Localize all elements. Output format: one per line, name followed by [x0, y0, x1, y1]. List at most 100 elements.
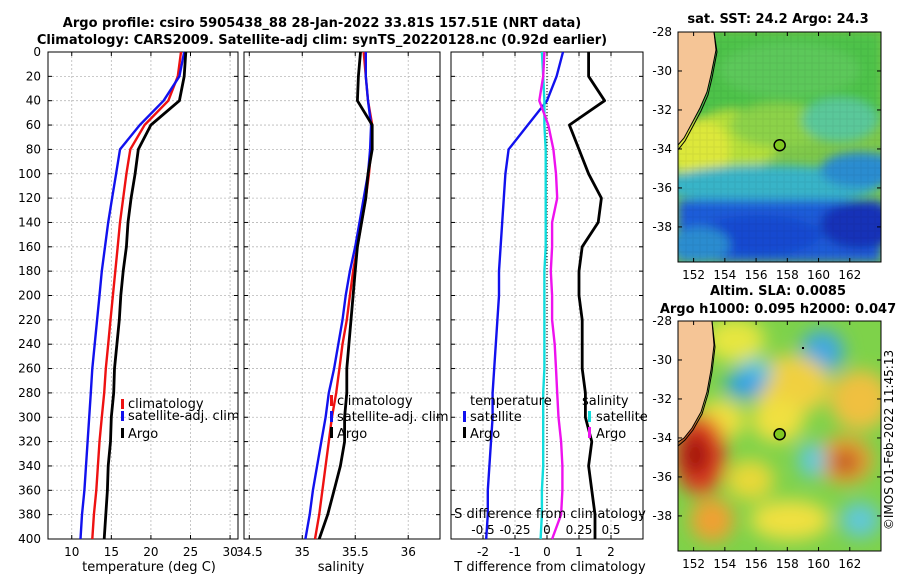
- ytick-label: 60: [26, 118, 41, 132]
- legend-satellite-label: satellite-adj. clim: [128, 409, 240, 424]
- t-difference-xlabel: T difference from climatology: [453, 560, 646, 575]
- legend-t-satellite-marker: [463, 411, 466, 422]
- xtick-label: 35.5: [342, 545, 369, 559]
- series-satellite-adj-clim: [304, 52, 373, 540]
- credit-timestamp: ©IMOS 01-Feb-2022 11:45:13: [882, 350, 896, 530]
- legend-climatology-label: climatology: [337, 394, 413, 409]
- map-ytick-label: -30: [652, 353, 672, 367]
- sla-map-title: Altim. SLA: 0.0085: [710, 284, 846, 299]
- ytick-label: 260: [18, 362, 41, 376]
- legend-argo-label: Argo: [337, 427, 367, 442]
- legend-climatology-marker: [121, 399, 124, 409]
- map-ytick-label: -38: [652, 220, 672, 234]
- map-ytick-label: -28: [652, 314, 672, 328]
- sla-map: 152 154 156 158 160 162 -28 -30 -32 -34 -36 -38: [652, 314, 882, 571]
- legend-s-argo-label: Argo: [596, 427, 626, 442]
- xtick-label: 10: [64, 545, 79, 559]
- series-satellite-adj-clim: [79, 51, 186, 540]
- map-xtick-label: 162: [838, 557, 861, 571]
- ytick-label: 100: [18, 167, 41, 181]
- legend-temperature-header: temperature: [470, 394, 552, 409]
- map-xtick-label: 152: [682, 557, 705, 571]
- ytick-label: 360: [18, 483, 41, 497]
- series-s-satellite: [539, 51, 547, 540]
- s-tick-label: 0: [543, 523, 551, 537]
- ytick-label: 300: [18, 410, 41, 424]
- map-xtick-label: 162: [838, 268, 861, 282]
- xtick-label: 20: [143, 545, 158, 559]
- xtick-label: 15: [104, 545, 119, 559]
- ytick-label: 120: [18, 191, 41, 205]
- sla-map-frame: [677, 320, 882, 552]
- ytick-label: 320: [18, 435, 41, 449]
- xtick-label: 1: [575, 545, 583, 559]
- legend-t-satellite-label: satellite: [470, 410, 522, 425]
- xtick-label: 2: [607, 545, 615, 559]
- legend-satellite-marker: [330, 411, 333, 422]
- series-argo: [317, 51, 374, 540]
- ytick-label: 180: [18, 264, 41, 278]
- salinity-legend: climatology satellite-adj. clim Argo: [330, 394, 449, 442]
- ytick-label: 280: [18, 386, 41, 400]
- sst-map: 152 154 156 158 160 162 -28 -30 -32 -34 -36 -38: [652, 25, 882, 282]
- ytick-label: 140: [18, 215, 41, 229]
- legend-t-argo-label: Argo: [470, 427, 500, 442]
- legend-satellite-label: satellite-adj. clim: [337, 410, 449, 425]
- s-tick-label: 0.5: [601, 523, 620, 537]
- xtick-label: 25: [183, 545, 198, 559]
- s-difference-xlabel: S difference from climatology: [454, 507, 646, 522]
- series-t-argo: [568, 52, 606, 539]
- map-xtick-label: 158: [776, 268, 799, 282]
- axes-frame: [243, 51, 441, 540]
- legend-s-satellite-marker: [588, 411, 591, 422]
- legend-satellite-marker: [121, 411, 124, 421]
- map-ytick-label: -28: [652, 25, 672, 39]
- difference-legend: temperature satellite Argo salinity sate…: [463, 394, 648, 442]
- ytick-label: 380: [18, 508, 41, 522]
- temperature-panel: 0 20 40 60 80 100 120 140 160 180 200 220 240 260 280 3…: [18, 45, 239, 559]
- ytick-label: 20: [26, 69, 41, 83]
- map-ytick-label: -34: [652, 431, 672, 445]
- series-climatology: [313, 51, 374, 540]
- sla-map-subtitle: Argo h1000: 0.095 h2000: 0.047: [660, 302, 896, 317]
- axes-frame: [47, 51, 239, 540]
- sla-field: [678, 321, 881, 542]
- legend-argo-marker: [330, 427, 333, 438]
- xtick-label: -2: [477, 545, 489, 559]
- s-tick-label: 0.25: [566, 523, 593, 537]
- xtick-label: 30: [222, 545, 237, 559]
- legend-climatology-label: climatology: [128, 397, 204, 412]
- xtick-label: 34.5: [236, 545, 263, 559]
- ytick-label: 200: [18, 289, 41, 303]
- map-ytick-label: -34: [652, 142, 672, 156]
- map-ytick-label: -36: [652, 181, 672, 195]
- map-xtick-label: 154: [713, 268, 736, 282]
- map-xtick-label: 156: [745, 268, 768, 282]
- difference-panel: -2 -1 0 1 2 -0.5 -0.25 0 0.25 0.5: [450, 51, 644, 559]
- legend-s-argo-marker: [588, 427, 591, 438]
- legend-argo-label: Argo: [128, 427, 158, 442]
- ytick-label: 220: [18, 313, 41, 327]
- salinity-panel: 34.5 35 35.5 36: [236, 51, 441, 559]
- map-ytick-label: -30: [652, 64, 672, 78]
- map-ytick-label: -38: [652, 509, 672, 523]
- sst-map-frame: [677, 31, 882, 263]
- series-argo: [102, 51, 188, 540]
- legend-t-argo-marker: [463, 427, 466, 438]
- salinity-xlabel: salinity: [318, 560, 365, 575]
- argo-position-marker: [773, 138, 786, 152]
- map-xtick-label: 154: [713, 557, 736, 571]
- ytick-label: 40: [26, 94, 41, 108]
- argo-position-marker: [773, 427, 786, 441]
- legend-s-satellite-label: satellite: [596, 410, 648, 425]
- figure-title-line2: Climatology: CARS2009. Satellite-adj cli…: [37, 33, 607, 48]
- map-xtick-label: 160: [807, 268, 830, 282]
- series-s-argo: [538, 51, 564, 540]
- xtick-label: 36: [401, 545, 416, 559]
- ytick-label: 400: [18, 532, 41, 546]
- legend-argo-marker: [121, 428, 124, 438]
- temperature-legend: climatology satellite-adj. clim Argo: [121, 397, 240, 442]
- series-climatology: [91, 51, 183, 540]
- s-tick-label: -0.5: [471, 523, 494, 537]
